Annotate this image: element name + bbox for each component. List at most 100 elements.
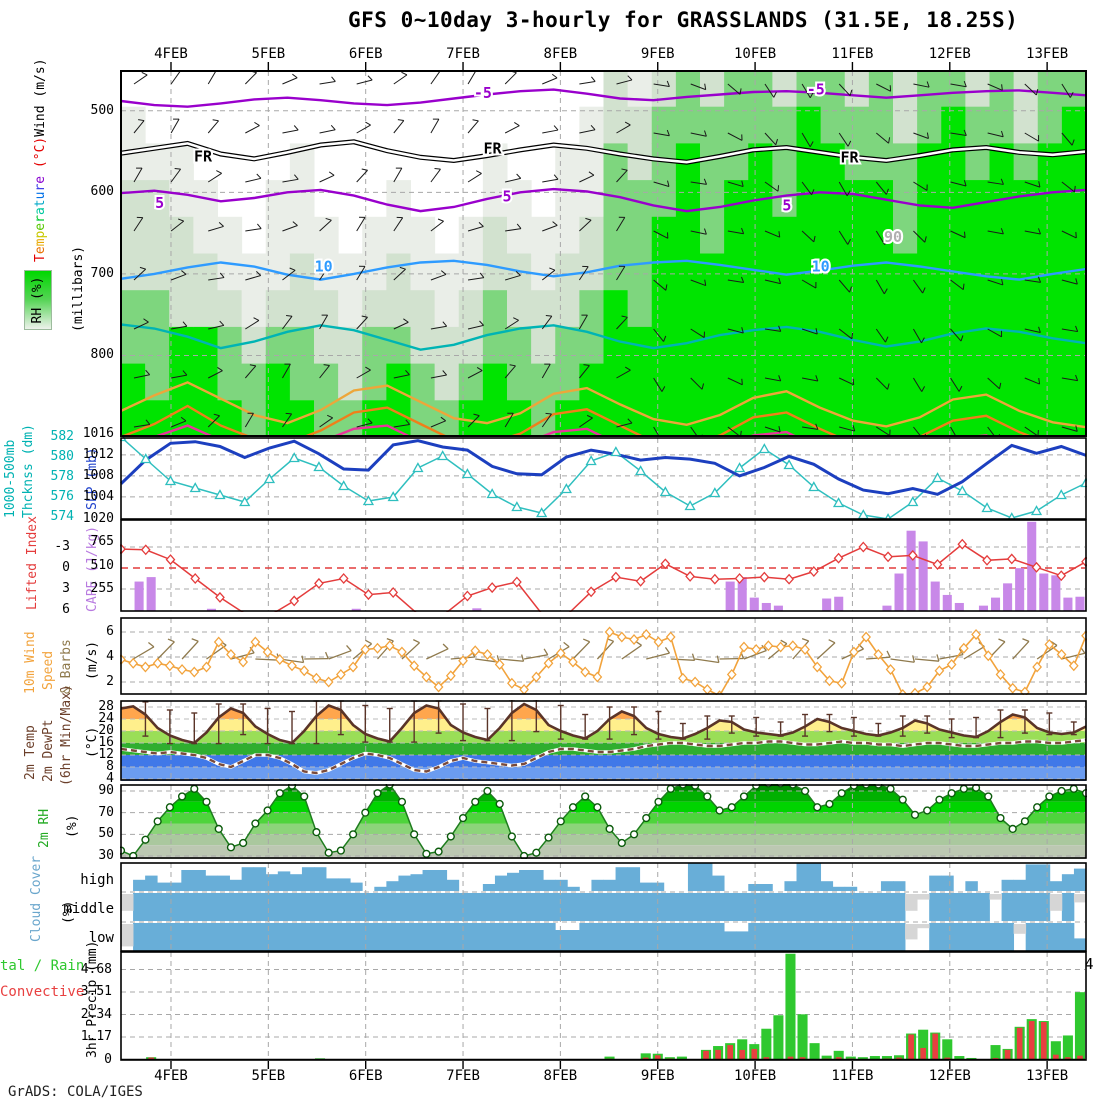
- tick-label: 4.68: [80, 961, 112, 977]
- tick-label: 90: [98, 783, 114, 798]
- time-tick-7FEB: 7FEB: [446, 46, 480, 62]
- time-tick-5FEB: 5FEB: [251, 1068, 286, 1084]
- time-tick-12FEB: 12FEB: [928, 1068, 971, 1084]
- tick-label: 4: [106, 771, 114, 786]
- time-tick-11FEB: 11FEB: [831, 1068, 874, 1084]
- svg-text:FR: FR: [841, 148, 860, 166]
- tick-label: 255: [90, 580, 114, 596]
- tick-label: -3: [54, 539, 70, 554]
- panel-wind10m: [120, 617, 1087, 695]
- svg-text:FR: FR: [483, 139, 502, 157]
- rh-legend-chip: RH (%): [24, 270, 52, 330]
- tick-label: 500: [90, 102, 114, 118]
- tick-label: 12: [98, 747, 114, 762]
- tick-label: 20: [98, 723, 114, 738]
- tick-label: 600: [90, 184, 114, 200]
- time-tick-8FEB: 8FEB: [543, 46, 578, 62]
- rh2m-label: 2m RH: [37, 808, 52, 848]
- thickness-label-2: Thcknss (dm): [21, 424, 36, 518]
- temperature-label: Temperature: [33, 175, 48, 262]
- svg-text:FR: FR: [194, 147, 213, 165]
- tick-label: 0: [62, 560, 70, 575]
- tick-label: 800: [90, 347, 114, 363]
- tick-label: 1.17: [80, 1029, 112, 1044]
- chart-title: GFS 0~10day 3-hourly for GRASSLANDS (31.…: [348, 8, 1019, 32]
- tick-label: 50: [98, 826, 114, 842]
- tick-label: high: [80, 872, 114, 888]
- thickness-label-1: 1000-500mb: [3, 439, 18, 518]
- total-rain-label: tal / Rain: [0, 958, 85, 974]
- svg-text:-5: -5: [474, 84, 492, 102]
- time-tick-11FEB: 11FEB: [831, 46, 874, 62]
- tick-label: 700: [90, 265, 114, 281]
- panel-temp2m: [120, 700, 1087, 781]
- tick-label: 30: [98, 847, 114, 863]
- tick-label: 8: [106, 759, 114, 774]
- time-tick-12FEB: 12FEB: [928, 46, 971, 62]
- pressure-axis-label: (millibars): [71, 245, 86, 332]
- cloud-cover-label: Cloud Cover: [29, 855, 44, 942]
- tick-label: 582: [50, 429, 74, 444]
- time-tick-4FEB: 4FEB: [154, 1068, 188, 1084]
- time-tick-10FEB: 10FEB: [734, 46, 777, 62]
- dewpt2m-label: 2m DewPt: [41, 719, 56, 782]
- svg-text:5: 5: [782, 196, 791, 214]
- svg-text:-5: -5: [807, 81, 825, 99]
- panel-cape-li: [120, 519, 1087, 612]
- time-tick-5FEB: 5FEB: [251, 46, 286, 62]
- wind10m-label-2: Speed: [41, 650, 56, 690]
- tick-label: 1012: [82, 446, 114, 462]
- tick-label: 3.51: [80, 984, 112, 999]
- tick-label: 765: [90, 534, 114, 550]
- panel-rh2m: [120, 784, 1087, 859]
- svg-text:10: 10: [315, 258, 333, 276]
- convective-label: Convective: [0, 984, 85, 1000]
- panel-precip: [120, 951, 1087, 1061]
- time-tick-6FEB: 6FEB: [348, 46, 383, 62]
- tick-label: 0: [104, 1051, 112, 1067]
- minmax-label: (6hr Min/Max): [59, 684, 74, 786]
- tick-label: 6: [62, 602, 70, 617]
- tick-label: 576: [50, 489, 74, 504]
- time-tick-9FEB: 9FEB: [640, 46, 675, 62]
- panel-upper-air: -5 -5 FR FR FR 5 5 5 10 10 90: [120, 70, 1087, 437]
- tick-label: 574: [50, 509, 74, 524]
- time-tick-4FEB: 4FEB: [154, 46, 188, 62]
- svg-text:5: 5: [155, 194, 164, 212]
- tick-label: 510: [90, 557, 114, 573]
- axis-ticks: [170, 62, 1048, 70]
- tick-label: 1020: [82, 511, 114, 526]
- time-tick-8FEB: 8FEB: [543, 1068, 578, 1084]
- tick-label: 28: [98, 699, 114, 714]
- rh2m-unit-label: (%): [65, 814, 80, 838]
- tick-label: 580: [50, 449, 74, 464]
- time-tick-9FEB: 9FEB: [640, 1068, 675, 1084]
- grads-credit: GrADS: COLA/IGES: [8, 1084, 143, 1100]
- tick-label: 16: [98, 735, 114, 750]
- tick-label: 1016: [82, 425, 114, 441]
- svg-text:5: 5: [502, 187, 511, 205]
- lifted-index-label: Lifted Index: [25, 516, 40, 610]
- tick-label: 1008: [82, 467, 114, 483]
- tick-label: 4: [106, 649, 114, 664]
- temperature-unit-label: (°C): [33, 136, 48, 176]
- tick-label: 70: [98, 804, 114, 820]
- tick-label: 6: [106, 624, 114, 639]
- tick-label: low: [88, 930, 114, 946]
- panel-cloud: [120, 862, 1087, 952]
- time-tick-7FEB: 7FEB: [446, 1068, 480, 1084]
- tick-label: 24: [98, 711, 114, 726]
- upper-left-label: Temperature (°C)Wind (m/s): [33, 58, 48, 262]
- axis-ticks-bottom: [170, 1061, 1048, 1069]
- time-tick-13FEB: 13FEB: [1026, 1068, 1069, 1084]
- tick-label: middle: [63, 901, 114, 917]
- wind-upper-label: Wind (m/s): [33, 58, 48, 137]
- tick-label: 1004: [82, 488, 114, 504]
- time-tick-10FEB: 10FEB: [734, 1068, 777, 1084]
- time-tick-6FEB: 6FEB: [348, 1068, 383, 1084]
- time-tick-13FEB: 13FEB: [1026, 46, 1069, 62]
- tick-label: 2.34: [80, 1006, 112, 1022]
- tick-label: 578: [50, 469, 74, 484]
- temp2m-label: 2m Temp: [23, 725, 38, 780]
